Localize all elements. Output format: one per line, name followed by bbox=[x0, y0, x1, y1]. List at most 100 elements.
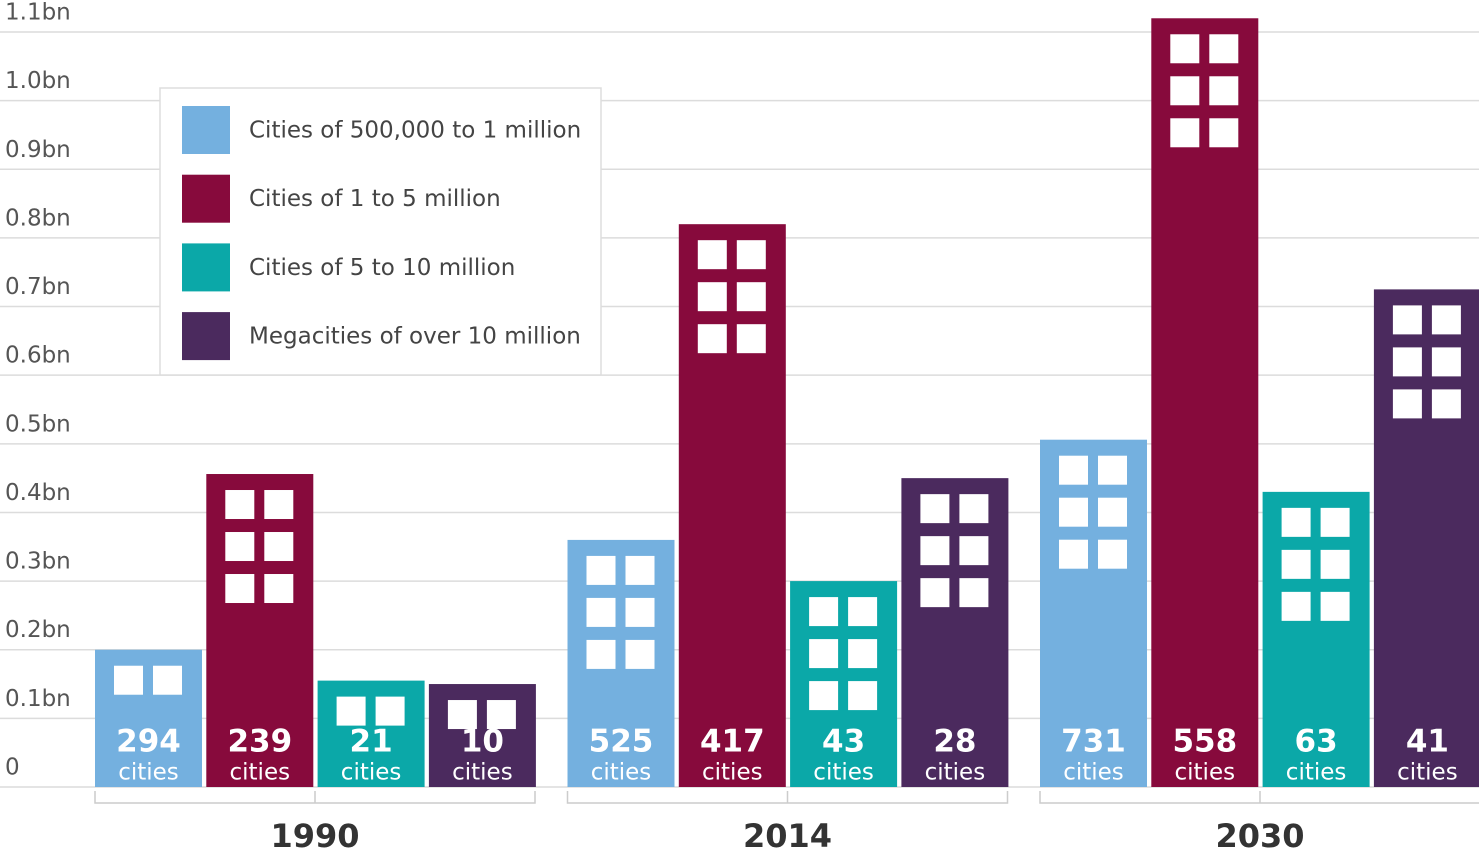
group-bracket bbox=[566, 791, 1009, 804]
window bbox=[920, 578, 950, 608]
legend-label: Cities of 500,000 to 1 million bbox=[249, 118, 581, 144]
city-count: 239 bbox=[227, 724, 292, 760]
window bbox=[1392, 389, 1422, 419]
window bbox=[1431, 305, 1461, 335]
window bbox=[225, 490, 255, 520]
city-unit: cities bbox=[1397, 760, 1458, 786]
legend-label: Cities of 1 to 5 million bbox=[249, 186, 501, 212]
window bbox=[586, 639, 616, 669]
bar bbox=[95, 649, 202, 787]
window bbox=[809, 681, 839, 711]
y-tick-label: 0.3bn bbox=[5, 549, 71, 575]
bar bbox=[901, 478, 1009, 787]
window bbox=[1098, 497, 1127, 527]
window bbox=[1281, 591, 1311, 621]
window bbox=[959, 578, 989, 608]
city-unit: cities bbox=[591, 760, 652, 786]
window bbox=[1431, 389, 1461, 419]
group-bracket bbox=[1039, 791, 1479, 804]
window bbox=[447, 700, 477, 730]
city-unit: cities bbox=[925, 760, 986, 786]
window bbox=[264, 532, 294, 562]
legend-swatch bbox=[182, 312, 230, 361]
window bbox=[1098, 539, 1127, 569]
y-tick-label: 0.9bn bbox=[5, 137, 71, 163]
y-tick-label: 0.2bn bbox=[5, 617, 71, 643]
window bbox=[697, 240, 727, 270]
window bbox=[336, 696, 366, 726]
window bbox=[848, 681, 878, 711]
window bbox=[809, 597, 839, 627]
city-count: 294 bbox=[116, 724, 181, 760]
city-unit: cities bbox=[1286, 760, 1347, 786]
city-count: 10 bbox=[461, 724, 504, 760]
window bbox=[586, 555, 616, 585]
window bbox=[1059, 539, 1088, 569]
window bbox=[1320, 549, 1350, 579]
bar bbox=[1040, 439, 1147, 787]
window bbox=[959, 536, 989, 566]
bar bbox=[790, 581, 898, 787]
y-tick-label: 0.8bn bbox=[5, 205, 71, 231]
city-unit: cities bbox=[118, 760, 179, 786]
city-count: 731 bbox=[1061, 724, 1126, 760]
window bbox=[1170, 34, 1200, 64]
y-tick-label: 0.6bn bbox=[5, 343, 71, 369]
x-tick-label: 2030 bbox=[1215, 817, 1304, 855]
window bbox=[1098, 455, 1127, 485]
window bbox=[1392, 347, 1422, 377]
bar bbox=[1373, 289, 1479, 787]
window bbox=[1320, 507, 1350, 537]
y-tick-label: 0.1bn bbox=[5, 686, 71, 712]
window bbox=[1209, 76, 1239, 106]
window bbox=[736, 240, 766, 270]
window bbox=[697, 324, 727, 354]
window bbox=[1281, 507, 1311, 537]
bar bbox=[428, 684, 536, 787]
window bbox=[375, 696, 405, 726]
city-unit: cities bbox=[452, 760, 513, 786]
window bbox=[1281, 549, 1311, 579]
legend-box bbox=[159, 87, 602, 376]
window bbox=[959, 494, 989, 524]
window bbox=[920, 494, 950, 524]
window bbox=[1059, 455, 1088, 485]
city-unit: cities bbox=[1063, 760, 1124, 786]
legend-swatch bbox=[182, 243, 230, 292]
bar bbox=[567, 539, 675, 787]
legend-swatch bbox=[182, 106, 230, 154]
y-tick-label: 0 bbox=[5, 755, 20, 781]
window bbox=[1059, 497, 1088, 527]
window bbox=[486, 700, 516, 730]
y-tick-label: 1.0bn bbox=[5, 68, 71, 94]
legend-swatch bbox=[182, 174, 230, 223]
city-unit: cities bbox=[813, 760, 874, 786]
city-count: 558 bbox=[1172, 724, 1237, 760]
bar bbox=[317, 680, 425, 787]
city-count: 525 bbox=[589, 724, 654, 760]
window bbox=[625, 639, 655, 669]
bar bbox=[678, 224, 786, 787]
window bbox=[625, 597, 655, 627]
city-count: 41 bbox=[1406, 724, 1449, 760]
window bbox=[736, 324, 766, 354]
city-count: 43 bbox=[822, 724, 865, 760]
bar bbox=[206, 474, 314, 787]
window bbox=[809, 639, 839, 669]
x-tick-label: 2014 bbox=[743, 817, 832, 855]
window bbox=[736, 282, 766, 312]
window bbox=[1170, 118, 1200, 148]
window bbox=[114, 665, 143, 695]
city-count: 63 bbox=[1295, 724, 1338, 760]
bar bbox=[1151, 18, 1259, 788]
window bbox=[625, 555, 655, 585]
city-count: 21 bbox=[350, 724, 393, 760]
city-count: 417 bbox=[700, 724, 765, 760]
y-tick-label: 0.7bn bbox=[5, 274, 71, 300]
city-unit: cities bbox=[230, 760, 291, 786]
legend-label: Cities of 5 to 10 million bbox=[249, 255, 515, 281]
window bbox=[153, 665, 182, 695]
x-tick-label: 1990 bbox=[270, 817, 359, 855]
window bbox=[225, 532, 255, 562]
